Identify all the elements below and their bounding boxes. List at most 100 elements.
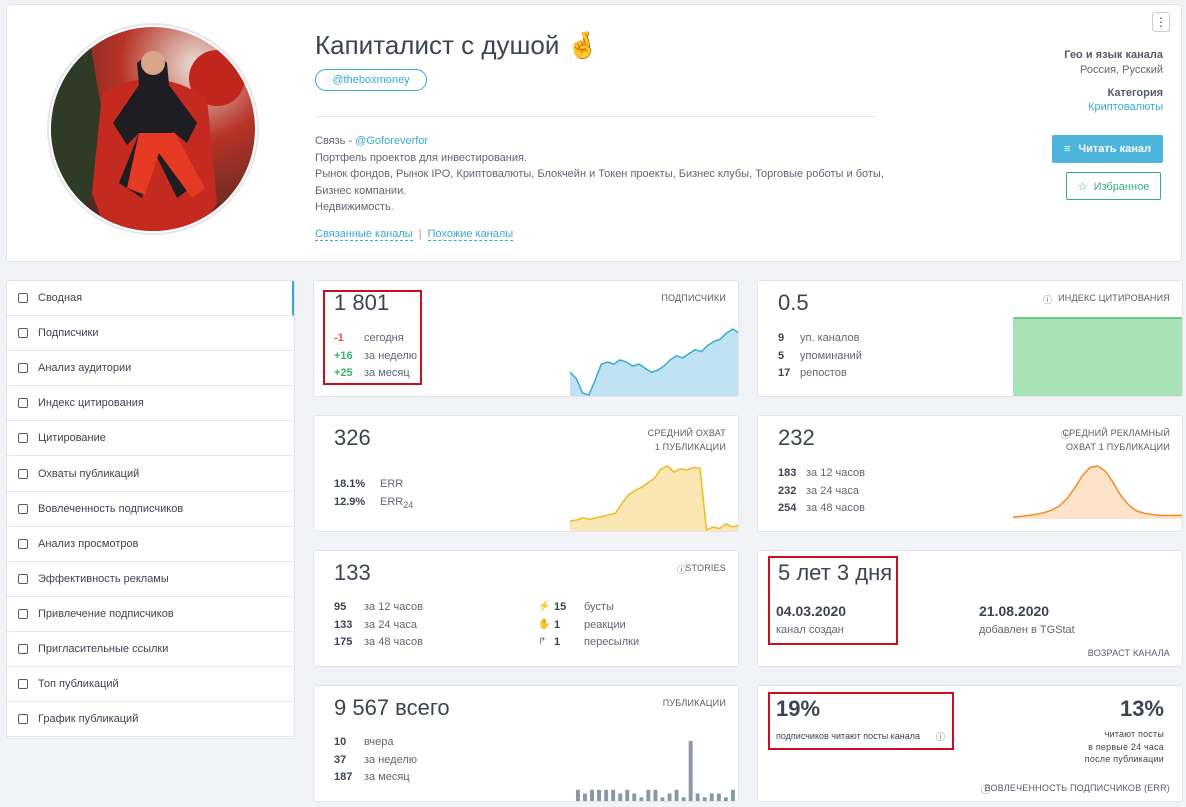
row-label: репостов (800, 367, 847, 379)
err-caption: подписчиков читают посты канала (776, 731, 921, 741)
row-label: за месяц (364, 771, 410, 783)
sidebar-label: Эффективность рекламы (38, 572, 169, 585)
row-value: -1 (334, 332, 344, 344)
sidebar-label: Подписчики (38, 327, 99, 340)
card-value: 9 567 всего (334, 695, 450, 720)
channel-header: Капиталист с душой 🤞 @theboxmoney Связь - … (6, 4, 1182, 262)
similar-link[interactable]: Похожие каналы (427, 228, 514, 241)
row-value: 5 (778, 349, 785, 362)
photo-legs (127, 133, 205, 198)
sidebar-label: Охваты публикаций (38, 467, 140, 480)
category-label: Категория (1107, 87, 1163, 99)
sidebar-label: График публикаций (38, 713, 139, 726)
sparkline (570, 465, 738, 531)
bar (731, 789, 735, 801)
contact-link[interactable]: @Goforeverfor (355, 135, 429, 147)
row-label: за 48 часов (806, 502, 865, 514)
avatar (47, 23, 259, 235)
row-value: 1 (554, 618, 561, 631)
avatar-photo (51, 27, 255, 231)
row-label: ERR (380, 478, 404, 490)
card-value: 0.5 (778, 290, 809, 315)
sidebar-item[interactable]: График публикаций (7, 702, 294, 738)
photo-face (141, 51, 165, 75)
card-value: 232 (778, 425, 815, 450)
sidebar-item[interactable]: Вовлеченность подписчиков (7, 492, 294, 527)
sidebar-item[interactable]: Топ публикаций (7, 667, 294, 703)
bar (702, 797, 707, 801)
row-label: за месяц (364, 367, 410, 379)
sidebar-icon (18, 644, 28, 654)
sidebar-item[interactable]: Анализ аудитории (7, 351, 294, 387)
sparkline-line (570, 465, 738, 531)
description-line: Рынок фондов, Рынок IPO, Криптовалюты, Б… (315, 168, 884, 181)
stat-icon: ⚡ (538, 601, 551, 612)
highlight-frame (323, 290, 422, 385)
info-icon: ⓘ (1042, 295, 1052, 305)
row-label: за 24 часа (806, 484, 859, 497)
ad-reach-card: 232 СРЕДНИЙ РЕКЛАМНЫЙ ОХВАТ 1 ПУБЛИКАЦИИ ⓘ 1… (757, 415, 1183, 532)
category-link[interactable]: Криптовалюты (1088, 101, 1163, 113)
err24-caption: после публикации (1084, 754, 1164, 764)
geo-value: Россия, Русский (1080, 64, 1163, 76)
sidebar-item[interactable]: Охваты публикаций (7, 457, 294, 492)
related-link[interactable]: Связанные каналы (315, 228, 413, 241)
sparkline (570, 328, 738, 396)
sidebar: Сводная Подписчики Анализ аудитории Индекс … (6, 280, 295, 739)
bar (653, 789, 658, 801)
row-value: 18.1% (334, 478, 366, 490)
sidebar-label: Индекс цитирования (38, 397, 144, 410)
sidebar-label: Привлечение подписчиков (38, 607, 174, 620)
sidebar-item[interactable]: Пригласительные ссылки (7, 632, 294, 667)
row-value: 37 (334, 753, 347, 766)
sidebar-item[interactable]: Привлечение подписчиков (7, 597, 294, 632)
sidebar-item[interactable]: Сводная (7, 281, 294, 316)
contact-line: Связь - @Goforeverfor (315, 135, 428, 147)
bar (723, 797, 728, 801)
row-value: 17 (778, 367, 791, 379)
sidebar-label: Цитирование (38, 432, 106, 445)
card-label: СРЕДНИЙ ОХВАТ (647, 428, 726, 438)
row-value: 175 (334, 636, 353, 648)
sidebar-icon (18, 328, 28, 339)
description-line: Бизнес компании. (315, 184, 407, 197)
sidebar-item[interactable]: Эффективность рекламы (7, 562, 294, 597)
read-button[interactable]: ≡ Читать канал (1052, 135, 1163, 163)
channel-handle[interactable]: @theboxmoney (315, 69, 427, 91)
favorite-button[interactable]: ☆ Избранное (1066, 172, 1161, 200)
card-value: 5 лет 3 дня (778, 560, 893, 585)
bar (716, 793, 721, 801)
added-date: 21.08.2020 (979, 603, 1050, 619)
row-value: 1 (554, 636, 561, 648)
row-label: упоминаний (800, 349, 862, 362)
sidebar-icon (18, 363, 28, 374)
sidebar-item[interactable]: Цитирование (7, 421, 294, 457)
row-value: +16 (334, 349, 353, 362)
row-value: 183 (778, 467, 797, 479)
card-label: 1 ПУБЛИКАЦИИ (654, 442, 726, 452)
row-label: уп. каналов (800, 332, 860, 344)
menu-button[interactable]: ⋮ (1152, 12, 1170, 32)
row-label: пересылки (584, 636, 640, 648)
sidebar-item[interactable]: Анализ просмотров (7, 527, 294, 562)
sidebar-item[interactable]: Подписчики (7, 316, 294, 352)
card-label: STORIES (685, 563, 726, 573)
info-icon: ⓘ (1060, 430, 1070, 440)
card-label: ИНДЕКС ЦИТИРОВАНИЯ (1058, 293, 1170, 303)
row-label: ERR24 (380, 495, 414, 510)
row-label: за 12 часов (806, 467, 865, 479)
bar (632, 793, 637, 801)
sparkline-area (1013, 466, 1182, 519)
sidebar-item[interactable]: Индекс цитирования (7, 386, 294, 422)
info-icon: ⓘ (676, 565, 686, 575)
row-label: за неделю (364, 349, 418, 362)
sidebar-icon (18, 714, 28, 725)
row-value: 95 (334, 601, 347, 613)
subscribers-card: 1 801 ПОДПИСЧИКИ -1 сегодня +16 за неделю +25 з… (313, 280, 739, 397)
err24-caption: читают посты (1104, 729, 1164, 739)
row-label: сегодня (364, 332, 404, 344)
created-label: канал создан (776, 624, 844, 636)
row-label: реакции (584, 618, 626, 631)
